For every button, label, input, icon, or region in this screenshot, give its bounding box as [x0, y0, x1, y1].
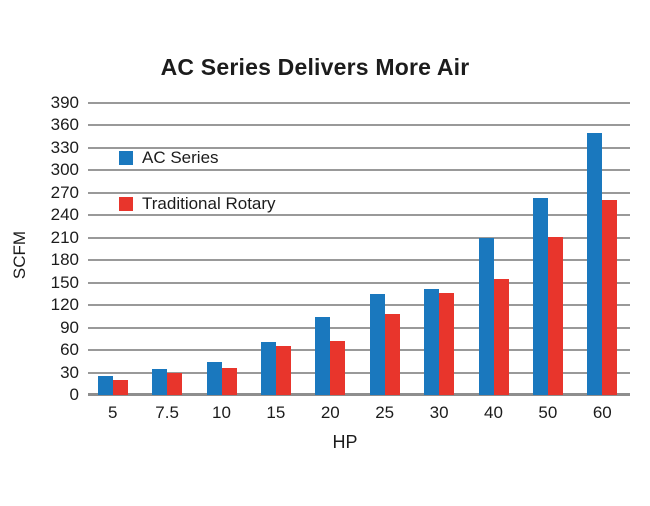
- x-axis-baseline: [88, 393, 630, 396]
- x-tick-label: 50: [538, 403, 558, 422]
- x-tick-label: 20: [320, 403, 340, 422]
- x-tick-label: 25: [375, 403, 395, 422]
- gridline: [88, 349, 630, 352]
- gridline: [88, 169, 630, 172]
- gridline: [88, 146, 630, 149]
- gridline: [88, 326, 630, 329]
- y-tick-label: 300: [50, 160, 79, 180]
- gridline: [88, 304, 630, 307]
- y-tick-label: 240: [50, 205, 79, 225]
- bar-ac-series: [532, 198, 548, 395]
- bar-traditional-rotary: [275, 346, 291, 395]
- x-tick-label: 5: [107, 403, 118, 422]
- bar-ac-series: [424, 289, 440, 395]
- y-tick-label: 180: [50, 250, 79, 270]
- bar-traditional-rotary: [330, 341, 346, 395]
- y-tick-label: 120: [50, 295, 79, 315]
- bar-ac-series: [478, 238, 494, 395]
- gridline: [88, 236, 630, 239]
- bar-ac-series: [152, 369, 168, 395]
- bar-ac-series: [369, 294, 385, 395]
- y-tick-label: 330: [50, 137, 79, 157]
- gridline: [88, 102, 630, 104]
- bar-traditional-rotary: [221, 368, 237, 395]
- x-tick-label: 10: [212, 403, 231, 422]
- y-tick-label: 270: [50, 182, 79, 202]
- gridline: [88, 214, 630, 217]
- legend: AC Series Traditional Rotary: [119, 145, 276, 237]
- x-tick-label: 60: [592, 403, 612, 422]
- bar-ac-series: [315, 317, 331, 395]
- gridline: [88, 124, 630, 127]
- bar-traditional-rotary: [384, 314, 400, 395]
- x-tick-label: 30: [429, 403, 449, 422]
- bar-traditional-rotary: [112, 380, 128, 395]
- y-tick-label: 90: [60, 317, 79, 337]
- y-tick-label: 390: [50, 93, 79, 112]
- y-tick-label: 60: [60, 340, 79, 360]
- legend-label: Traditional Rotary: [142, 194, 276, 213]
- bar-traditional-rotary: [547, 237, 563, 395]
- legend-item: Traditional Rotary: [119, 191, 276, 217]
- plot-area: AC Series Traditional Rotary: [88, 102, 630, 396]
- y-tick-label: 0: [69, 385, 79, 404]
- legend-swatch-icon: [119, 197, 133, 211]
- bar-traditional-rotary: [602, 200, 618, 395]
- bar-ac-series: [206, 362, 222, 395]
- gridline: [88, 371, 630, 374]
- y-tick-label: 360: [50, 115, 79, 135]
- bar-ac-series: [97, 376, 113, 395]
- bar-ac-series: [260, 342, 276, 395]
- x-tick-label: 7.5: [155, 403, 179, 422]
- legend-label: AC Series: [142, 148, 219, 167]
- gridline: [88, 281, 630, 284]
- legend-swatch-icon: [119, 151, 133, 165]
- y-tick-label: 30: [60, 362, 79, 382]
- bar-ac-series: [587, 133, 603, 395]
- gridline: [88, 191, 630, 194]
- x-axis-title: HP: [332, 432, 358, 452]
- chart-title: AC Series Delivers More Air: [160, 54, 470, 80]
- legend-item: AC Series: [119, 145, 276, 171]
- x-tick-label: 15: [266, 403, 286, 422]
- bar-traditional-rotary: [493, 279, 509, 395]
- x-axis-tick-labels: 5 7.5 10 15 20 25 30 40 50 60: [88, 402, 630, 424]
- y-axis-tick-labels: 0 30 60 90 120 150 180 210 240 270 300 330 360 390: [0, 93, 79, 404]
- gridline: [88, 259, 630, 262]
- bar-traditional-rotary: [439, 293, 455, 395]
- y-tick-label: 210: [50, 227, 79, 247]
- y-tick-label: 150: [50, 272, 79, 292]
- bar-traditional-rotary: [167, 373, 183, 395]
- x-tick-label: 40: [484, 403, 503, 422]
